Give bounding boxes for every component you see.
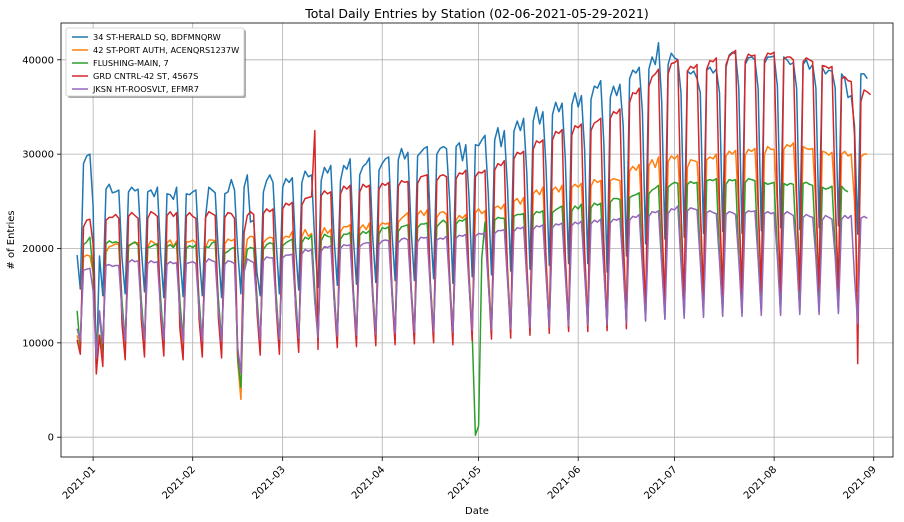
series-line-5 (76, 205, 868, 374)
chart-title: Total Daily Entries by Station (02-06-20… (304, 6, 649, 21)
x-axis-ticks: 2021-01 2021-02 2021-03 2021-04 2021-05 2021-… (61, 457, 879, 502)
legend: 34 ST-HERALD SQ, BDFMNQRW 42 ST-PORT AUTH… (65, 27, 246, 98)
plot-frame (60, 22, 894, 458)
x-tick-label: 2021-07 (642, 464, 679, 501)
legend-label-3: FLUSHING-MAIN, 7 (93, 58, 169, 68)
x-tick-label: 2021-09 (842, 464, 879, 501)
y-tick-label: 30000 (22, 150, 54, 161)
y-axis-ticks: 0 10000 20000 30000 40000 (22, 55, 61, 444)
series-line-4 (76, 49, 871, 375)
series-lines (76, 42, 871, 437)
x-tick-label: 2021-06 (546, 464, 583, 501)
y-tick-label: 40000 (22, 55, 54, 66)
y-axis-label: # of Entries (6, 210, 17, 269)
y-tick-label: 10000 (22, 338, 54, 349)
x-tick-label: 2021-02 (160, 464, 197, 501)
legend-label-4: GRD CNTRL-42 ST, 4567S (93, 71, 198, 81)
x-tick-label: 2021-08 (742, 464, 779, 501)
x-tick-label: 2021-04 (350, 464, 387, 501)
x-tick-label: 2021-05 (446, 464, 483, 501)
legend-box (65, 27, 245, 97)
x-axis-label: Date (465, 506, 489, 517)
legend-label-1: 34 ST-HERALD SQ, BDFMNQRW (93, 32, 221, 42)
y-tick-label: 0 (48, 433, 54, 444)
x-tick-label: 2021-03 (250, 464, 287, 501)
x-tick-label: 2021-01 (61, 464, 98, 501)
legend-label-5: JKSN HT-ROOSVLT, EFMR7 (92, 84, 199, 94)
y-tick-label: 20000 (22, 244, 54, 255)
legend-label-2: 42 ST-PORT AUTH, ACENQRS1237W (93, 45, 239, 55)
